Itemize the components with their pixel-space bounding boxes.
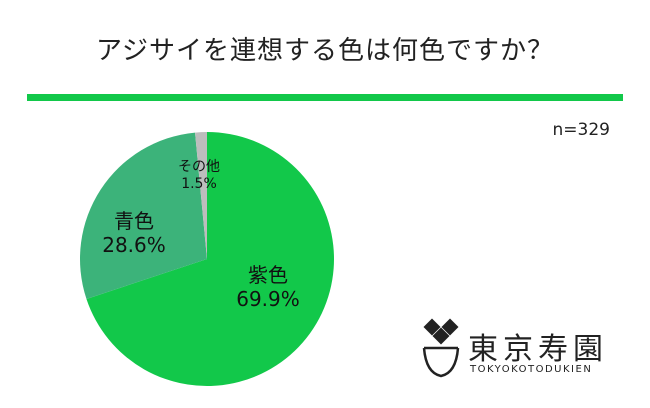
slice-label-other-value: 1.5%: [181, 176, 217, 192]
slice-label-purple: 紫色 69.9%: [236, 263, 300, 311]
diamond-bowl-icon: [422, 318, 460, 378]
pie-slice-blue: [79, 132, 207, 300]
chart-title: アジサイを連想する色は何色ですか？: [96, 36, 554, 66]
slice-label-blue-name: 青色: [113, 209, 154, 233]
slice-label-other-name: その他: [178, 159, 220, 176]
logo-name: 東京寿園: [468, 332, 608, 367]
slice-label-blue: 青色 28.6%: [102, 209, 166, 257]
slice-label-blue-value: 28.6%: [102, 233, 166, 257]
pie-slice-other: [195, 132, 207, 259]
pie-slice-purple: [86, 132, 335, 387]
slice-label-purple-name: 紫色: [247, 263, 288, 287]
sample-size-label: n=329: [552, 120, 610, 140]
logo-subtitle: TOKYOKOTODUKIEN: [470, 364, 593, 375]
company-logo: 東京寿園 TOKYOKOTODUKIEN: [418, 318, 628, 388]
slice-label-other: その他 1.5%: [178, 159, 220, 193]
slice-label-purple-value: 69.9%: [236, 287, 300, 311]
title-underline-bar: [27, 94, 623, 101]
